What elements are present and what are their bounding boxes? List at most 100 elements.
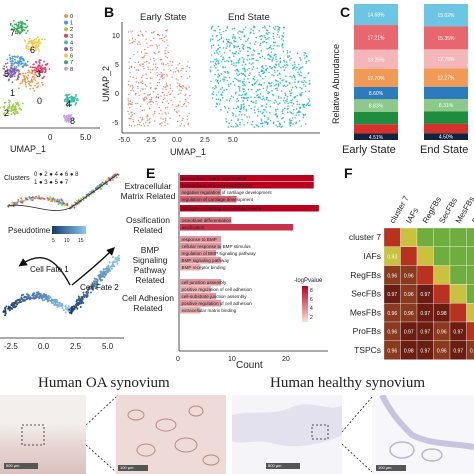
umap-b-early-point xyxy=(184,87,186,89)
traj-top-point xyxy=(25,197,28,200)
umap-a-point xyxy=(26,60,29,63)
umap-b-end-point xyxy=(272,41,275,44)
umap-b-early-point xyxy=(162,98,165,101)
c-bar-label: 17.21% xyxy=(368,35,386,41)
umap-b-end-point xyxy=(274,28,276,30)
umap-b-end-point xyxy=(242,84,244,87)
e-bar xyxy=(180,257,222,264)
umap-b-end-point xyxy=(303,103,306,106)
umap-b-end-point xyxy=(210,54,213,56)
f-cell xyxy=(416,246,434,266)
umap-b-end-point xyxy=(247,88,250,91)
umap-a-point xyxy=(25,47,28,49)
umap-b-early-point xyxy=(158,82,161,84)
traj-bottom-point xyxy=(7,307,10,310)
umap-b-end-point xyxy=(257,59,259,62)
traj-bottom-point xyxy=(15,303,18,306)
umap-b-end-point xyxy=(265,98,268,101)
umap-a-point xyxy=(76,97,79,100)
umap-a-point xyxy=(11,28,13,30)
umap-b-early-point xyxy=(156,45,158,48)
umap-b-end-point xyxy=(292,64,294,67)
traj-top-point xyxy=(20,197,23,200)
umap-b-end-point xyxy=(279,61,282,64)
umap-a-point xyxy=(26,25,29,28)
umap-a-point xyxy=(73,100,75,103)
c-bar-label: 12.70% xyxy=(368,76,386,82)
umap-b-end-point xyxy=(242,103,245,106)
umap-b-early-point xyxy=(128,124,131,126)
umap-b-end-point xyxy=(288,90,291,93)
umap-b-end-point xyxy=(250,107,252,110)
umap-b-end-point xyxy=(259,93,262,95)
umap-b-end-point xyxy=(242,96,245,99)
umap-a-point xyxy=(31,81,34,83)
umap-a-point xyxy=(17,62,20,64)
umap-a-point xyxy=(12,19,15,22)
umap-b-early-point xyxy=(139,90,142,92)
umap-b-early-point xyxy=(164,124,166,127)
umap-b-end-point xyxy=(292,74,295,77)
umap-a-point xyxy=(28,71,30,73)
umap-b-end-point xyxy=(231,28,234,30)
b-ylabel: UMAP_2 xyxy=(101,66,111,102)
umap-a-point xyxy=(27,80,30,83)
umap-b-end-point xyxy=(281,125,283,128)
umap-a-point xyxy=(41,64,44,67)
umap-b-end-point xyxy=(227,60,230,63)
umap-b-end-point xyxy=(273,69,276,72)
umap-b-early-point xyxy=(134,94,137,96)
f-cell-value: 0.96 xyxy=(404,292,414,298)
umap-b-end-point xyxy=(293,61,296,64)
umap-b-early-point xyxy=(159,38,161,40)
traj-bottom-point xyxy=(87,288,90,291)
traj-bottom-point xyxy=(41,299,44,302)
umap-a-point xyxy=(12,111,15,114)
umap-b-end-point xyxy=(245,108,248,111)
umap-b-end-point xyxy=(265,111,268,113)
umap-b-early-point xyxy=(185,100,187,102)
umap-b-early-point xyxy=(155,100,157,103)
umap-b-end-point xyxy=(271,93,274,96)
umap-b-early-point xyxy=(127,110,129,113)
umap-b-early-point xyxy=(182,68,184,70)
umap-b-end-point xyxy=(244,70,246,73)
traj-bottom-point xyxy=(60,304,63,307)
umap-b-end-point xyxy=(256,115,259,117)
umap-a-point xyxy=(31,46,33,49)
umap-b-end-point xyxy=(229,83,232,85)
umap-b-early-point xyxy=(135,69,138,71)
umap-b-end-point xyxy=(259,110,262,113)
traj-bottom-point xyxy=(36,294,39,297)
umap-b-end-point xyxy=(280,38,283,40)
umap-b-end-point xyxy=(238,89,241,92)
umap-b-end-point xyxy=(223,76,225,78)
umap-b-early-point xyxy=(148,94,150,96)
umap-b-end-point xyxy=(274,63,277,66)
umap-a-point xyxy=(64,117,66,120)
umap-b-early-point xyxy=(186,118,188,121)
c-bar-label: 13.25% xyxy=(368,57,386,63)
umap-b-end-point xyxy=(209,40,212,42)
umap-b-early-point xyxy=(179,83,181,85)
umap-b-end-point xyxy=(282,50,285,53)
umap-b-end-point xyxy=(283,60,286,63)
umap-b-end-point xyxy=(253,43,256,45)
umap-b-end-point xyxy=(213,52,216,55)
umap-b-early-point xyxy=(160,117,162,119)
umap-a-point xyxy=(31,78,33,81)
umap-b-end-point xyxy=(294,63,296,66)
umap-b-end-point xyxy=(219,51,221,53)
legend-a-key: 2 xyxy=(70,27,73,33)
traj-bottom-point xyxy=(15,305,18,308)
umap-b-end-point xyxy=(244,114,246,116)
umap-b-end-point xyxy=(299,111,302,113)
legend-a-key: 3 xyxy=(70,34,73,40)
umap-b-end-point xyxy=(273,54,276,57)
umap-b-early-point xyxy=(138,94,140,96)
umap-b-early-point xyxy=(184,94,186,97)
umap-b-end-point xyxy=(211,35,214,37)
umap-b-end-point xyxy=(289,125,292,127)
umap-b-early-point xyxy=(166,75,168,77)
umap-b-end-point xyxy=(286,98,288,100)
